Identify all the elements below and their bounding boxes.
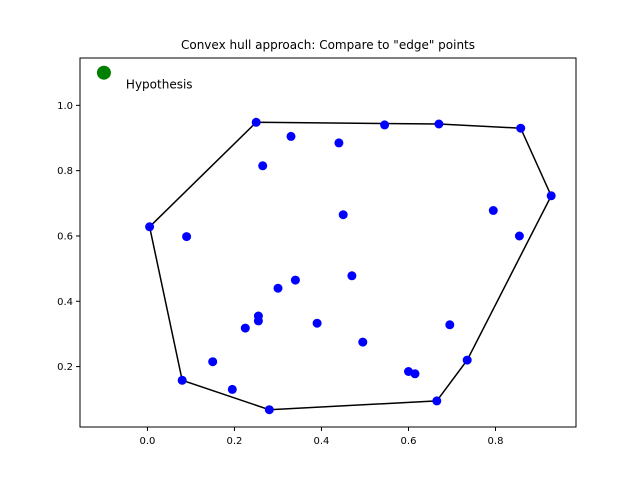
data-point: [251, 117, 261, 127]
data-point: [338, 210, 348, 220]
x-tick-label: 0.8: [488, 436, 504, 447]
chart-title: Convex hull approach: Compare to "edge" …: [181, 38, 475, 52]
data-point: [273, 283, 283, 293]
plot-frame: [79, 57, 577, 428]
hull-line: [148, 121, 553, 411]
y-axis: 0.2 0.4 0.6 0.8 1.0: [57, 101, 80, 373]
y-tick-label: 0.6: [57, 231, 73, 242]
data-point: [546, 191, 556, 201]
plot-area: [80, 58, 576, 427]
data-point: [145, 222, 155, 232]
data-point: [208, 357, 218, 367]
data-point: [290, 275, 300, 285]
data-point: [347, 271, 357, 281]
data-point: [410, 369, 420, 379]
y-tick-label: 0.4: [57, 297, 73, 308]
y-tick-label: 1.0: [57, 101, 73, 112]
data-point: [264, 405, 274, 415]
data-point: [258, 161, 268, 171]
data-point: [253, 311, 263, 321]
hypothesis-marker: [96, 65, 111, 80]
x-axis: 0.0 0.2 0.4 0.6 0.8: [139, 427, 503, 447]
y-tick-label: 0.8: [57, 166, 73, 177]
data-point: [312, 318, 322, 328]
x-tick-label: 0.4: [314, 436, 330, 447]
data-point: [177, 375, 187, 385]
data-point: [358, 337, 368, 347]
data-point: [432, 396, 442, 406]
data-point: [286, 131, 296, 141]
x-tick-label: 0.6: [401, 436, 417, 447]
hull-layer: [148, 121, 553, 411]
x-tick-label: 0.2: [227, 436, 243, 447]
data-point: [182, 232, 192, 242]
data-point: [380, 120, 390, 130]
data-point: [462, 355, 472, 365]
data-point: [488, 206, 498, 215]
x-tick-label: 0.0: [139, 436, 155, 447]
data-point: [434, 119, 444, 129]
data-point: [227, 384, 237, 394]
data-point: [514, 231, 524, 241]
data-point: [516, 123, 526, 133]
data-point: [334, 138, 344, 148]
y-tick-label: 0.2: [57, 362, 73, 373]
hypothesis-label: Hypothesis: [126, 78, 193, 92]
data-point: [240, 323, 250, 333]
hypothesis-layer: Hypothesis: [96, 65, 193, 92]
data-point: [445, 320, 455, 330]
points-layer: [145, 117, 556, 415]
